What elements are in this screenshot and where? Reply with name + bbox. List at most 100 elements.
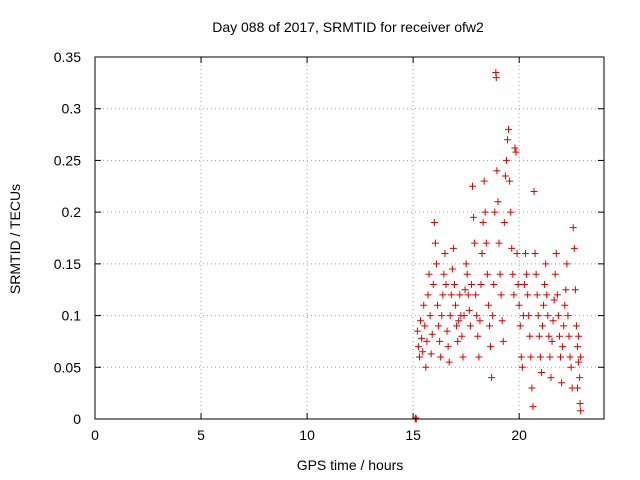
data-point — [490, 281, 498, 289]
x-tick-label: 10 — [299, 427, 315, 443]
data-point — [453, 322, 461, 330]
data-point — [458, 332, 466, 340]
data-point — [483, 270, 491, 278]
data-point — [485, 322, 493, 330]
data-point — [422, 363, 430, 371]
data-point — [545, 332, 553, 340]
data-point — [560, 322, 568, 330]
data-point — [484, 301, 492, 309]
y-tick-label: 0.15 — [54, 256, 81, 272]
data-point — [417, 317, 425, 325]
data-point — [543, 291, 551, 299]
data-point — [527, 353, 535, 361]
data-point — [500, 218, 508, 226]
data-point — [554, 312, 562, 320]
data-point — [467, 281, 475, 289]
data-point — [432, 260, 440, 268]
data-point — [514, 281, 522, 289]
data-point — [517, 353, 525, 361]
data-point — [418, 334, 426, 342]
data-point — [541, 281, 549, 289]
data-point — [413, 327, 421, 335]
data-point — [550, 296, 558, 304]
data-point — [538, 322, 546, 330]
data-point — [529, 403, 537, 411]
data-point — [425, 270, 433, 278]
data-point — [464, 291, 472, 299]
data-point — [435, 322, 443, 330]
data-point — [507, 208, 515, 216]
data-point — [525, 312, 533, 320]
data-point — [544, 312, 552, 320]
y-tick-label: 0.3 — [62, 101, 82, 117]
data-point — [427, 350, 435, 358]
data-point — [449, 244, 457, 252]
y-tick-label: 0 — [73, 411, 81, 427]
plot-frame — [94, 56, 605, 420]
data-point — [441, 250, 449, 258]
data-point — [564, 312, 572, 320]
data-point — [475, 353, 483, 361]
data-point — [474, 332, 482, 340]
data-point — [496, 270, 504, 278]
data-point — [506, 177, 514, 185]
data-point — [533, 291, 541, 299]
data-point — [478, 250, 486, 258]
data-point — [498, 317, 506, 325]
data-point — [572, 322, 580, 330]
data-point — [577, 407, 585, 415]
data-point — [450, 281, 458, 289]
data-point — [505, 125, 513, 133]
data-point — [515, 301, 523, 309]
data-point — [577, 353, 585, 361]
data-point — [553, 291, 561, 299]
data-point — [547, 374, 555, 382]
data-point — [497, 291, 505, 299]
data-point — [429, 281, 437, 289]
data-point — [548, 337, 556, 345]
data-point — [423, 337, 431, 345]
data-point — [481, 208, 489, 216]
data-point — [440, 270, 448, 278]
data-point — [461, 286, 469, 294]
data-point — [491, 208, 499, 216]
data-point — [447, 291, 455, 299]
data-point — [494, 198, 502, 206]
data-point — [434, 301, 442, 309]
data-point — [511, 144, 519, 152]
data-point — [567, 363, 575, 371]
data-point — [444, 343, 452, 351]
data-point — [421, 322, 429, 330]
data-point — [487, 343, 495, 351]
data-point — [509, 270, 517, 278]
data-point — [424, 291, 432, 299]
data-point — [535, 332, 543, 340]
data-point — [456, 291, 464, 299]
chart-title: Day 088 of 2017, SRMTID for receiver ofw… — [212, 19, 484, 35]
data-point — [546, 353, 554, 361]
x-tick-label: 0 — [91, 427, 99, 443]
data-point — [460, 312, 468, 320]
data-point — [542, 260, 550, 268]
data-point — [499, 337, 507, 345]
data-point — [523, 270, 531, 278]
data-point — [526, 332, 534, 340]
data-point — [558, 379, 566, 387]
data-point — [575, 332, 583, 340]
data-point — [469, 182, 477, 190]
data-point — [452, 301, 460, 309]
data-point — [430, 218, 438, 226]
data-point — [479, 218, 487, 226]
data-point — [562, 286, 570, 294]
data-point — [470, 213, 478, 221]
data-point — [524, 291, 532, 299]
data-point — [510, 291, 518, 299]
y-tick-label: 0.25 — [54, 152, 81, 168]
data-point — [459, 353, 467, 361]
data-point — [559, 343, 567, 351]
data-point — [442, 281, 450, 289]
data-point — [576, 374, 584, 382]
data-point — [448, 265, 456, 273]
data-point — [518, 363, 526, 371]
data-point — [463, 270, 471, 278]
